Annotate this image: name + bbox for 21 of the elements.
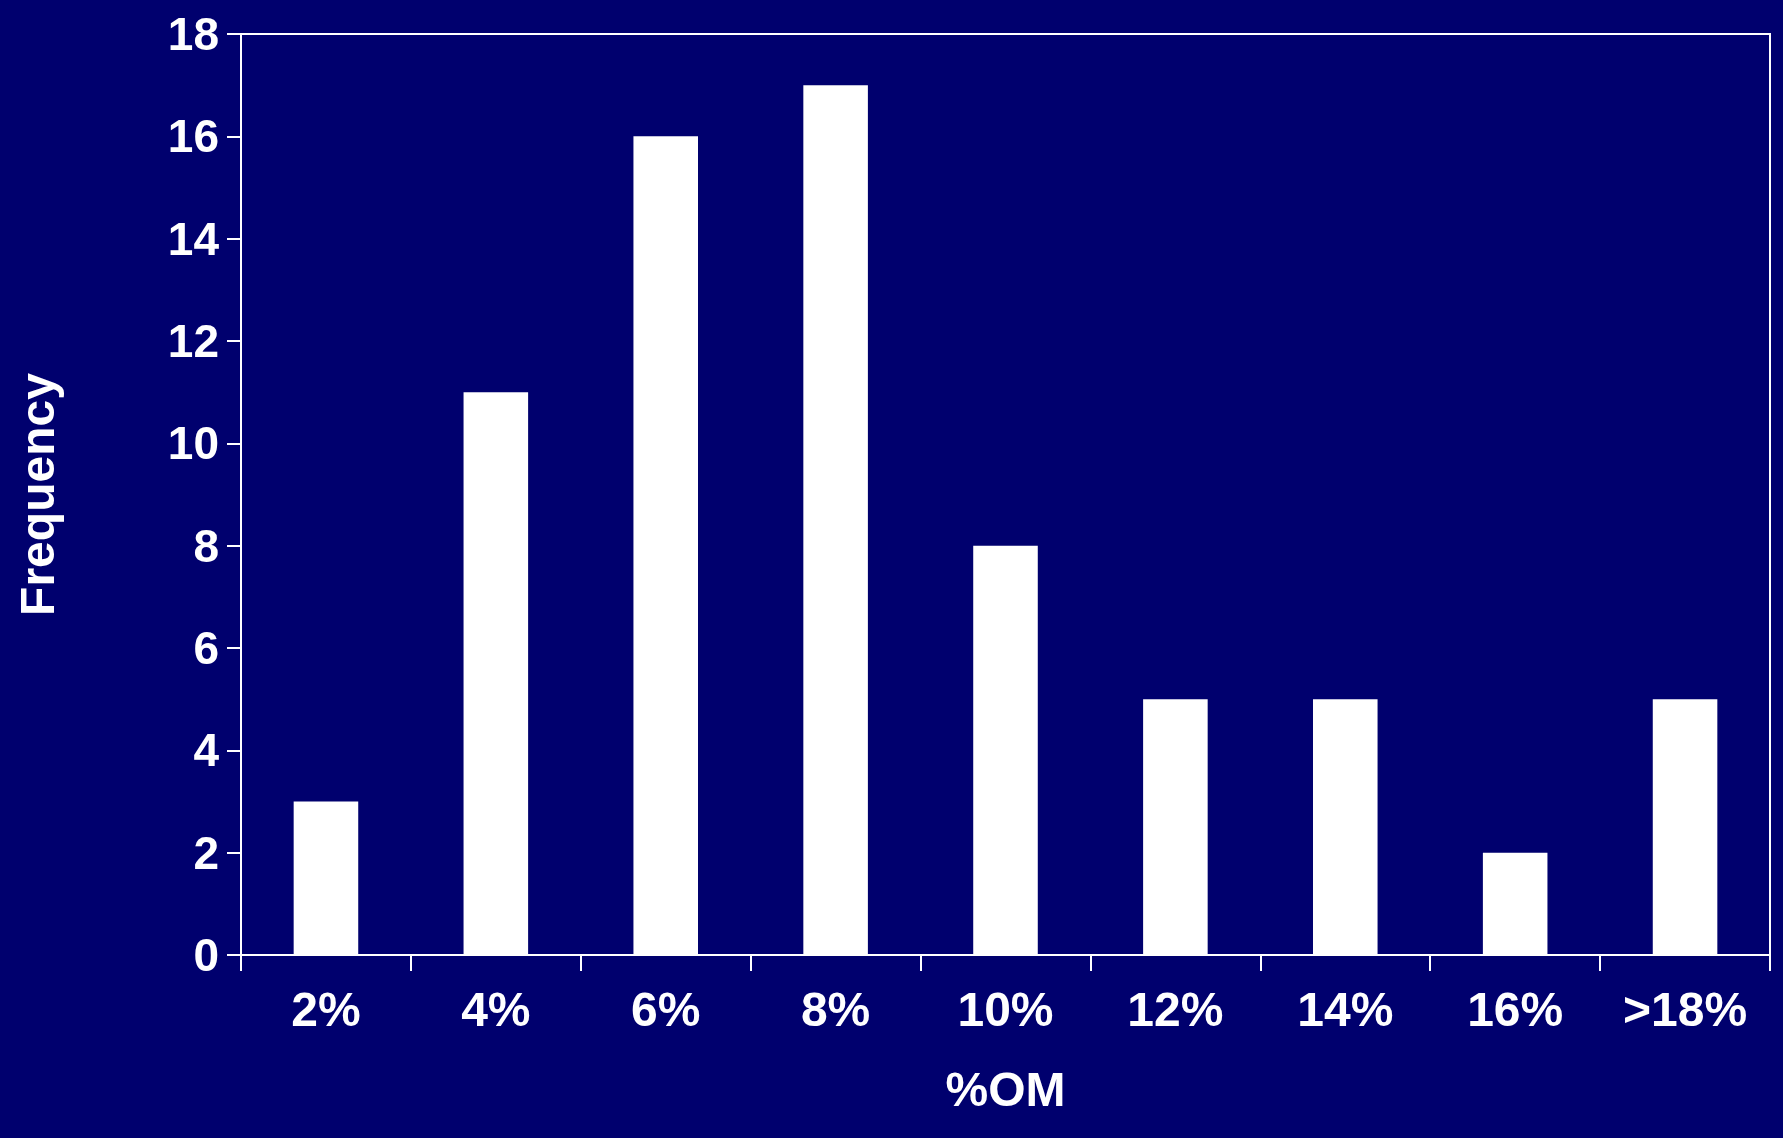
x-axis-title: %OM xyxy=(945,1062,1066,1116)
x-tick-label: 6% xyxy=(631,982,701,1036)
y-tick-label: 12 xyxy=(167,315,219,367)
x-tick-label: >18% xyxy=(1623,982,1748,1036)
x-tick-label: 16% xyxy=(1467,982,1564,1036)
x-tick-label: 2% xyxy=(291,982,361,1036)
x-tick-label: 8% xyxy=(800,982,871,1036)
x-tick-label: 10% xyxy=(957,982,1054,1036)
x-tick-label: 4% xyxy=(461,982,531,1036)
y-tick-label: 2 xyxy=(193,826,219,879)
y-tick-label: 6 xyxy=(193,622,219,674)
x-tick-label: 14% xyxy=(1297,982,1394,1036)
y-tick-label: 16 xyxy=(167,110,219,163)
y-tick-label: 8 xyxy=(193,519,219,572)
y-tick-label: 10 xyxy=(167,417,219,470)
y-axis-title: Frequency xyxy=(10,372,64,616)
y-tick-label: 4 xyxy=(193,724,220,777)
y-tick-label: 0 xyxy=(193,929,219,981)
y-tick-label: 14 xyxy=(167,212,220,265)
x-tick-label: 12% xyxy=(1127,982,1224,1036)
y-tick-label: 18 xyxy=(167,8,219,60)
